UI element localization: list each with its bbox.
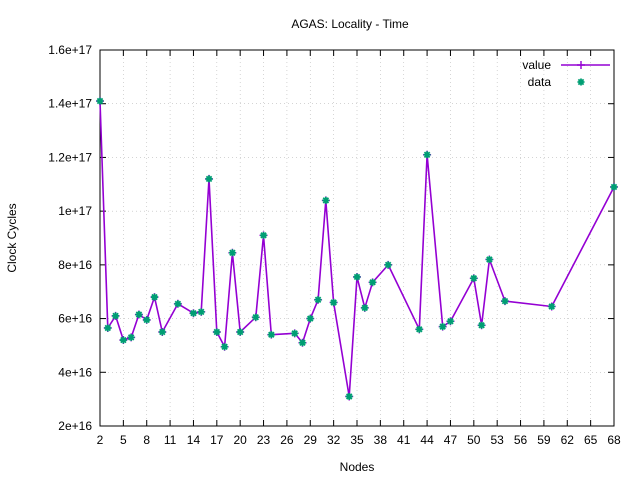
y-tick-label: 4e+16 bbox=[58, 365, 92, 379]
x-tick-label: 50 bbox=[467, 433, 481, 447]
x-tick-label: 23 bbox=[257, 433, 271, 447]
data-point bbox=[548, 302, 556, 310]
x-tick-label: 59 bbox=[537, 433, 551, 447]
data-point bbox=[314, 296, 322, 304]
x-tick-label: 35 bbox=[350, 433, 364, 447]
chart-title: AGAS: Locality - Time bbox=[291, 17, 409, 31]
data-point bbox=[112, 312, 120, 320]
y-tick-label: 2e+16 bbox=[58, 419, 92, 433]
x-tick-label: 29 bbox=[304, 433, 318, 447]
x-tick-label: 56 bbox=[514, 433, 528, 447]
x-axis-label: Nodes bbox=[340, 460, 375, 474]
grid bbox=[100, 50, 614, 426]
data-point bbox=[119, 336, 127, 344]
legend-label-value: value bbox=[522, 58, 551, 72]
data-point bbox=[135, 311, 143, 319]
x-tick-label: 2 bbox=[97, 433, 104, 447]
legend: value data bbox=[522, 58, 610, 89]
x-axis: 2 5 8 11 14 17 20 23 26 29 32 35 38 41 44 47 50 53 56 59 62 6… bbox=[97, 50, 621, 447]
y-tick-label: 1.4e+17 bbox=[48, 97, 92, 111]
data-point bbox=[610, 183, 618, 191]
data-point bbox=[446, 317, 454, 325]
data-point bbox=[384, 261, 392, 269]
data-point bbox=[470, 274, 478, 282]
data-point bbox=[205, 175, 213, 183]
data-point bbox=[174, 300, 182, 308]
x-tick-label: 38 bbox=[374, 433, 388, 447]
data-point bbox=[298, 339, 306, 347]
data-point bbox=[252, 313, 260, 321]
data-point bbox=[353, 273, 361, 281]
legend-label-data: data bbox=[528, 75, 552, 89]
x-tick-label: 47 bbox=[444, 433, 458, 447]
x-tick-label: 17 bbox=[210, 433, 224, 447]
x-tick-label: 44 bbox=[420, 433, 434, 447]
data-point bbox=[267, 331, 275, 339]
data-point bbox=[158, 328, 166, 336]
y-tick-label: 1.2e+17 bbox=[48, 150, 92, 164]
x-tick-label: 20 bbox=[234, 433, 248, 447]
data-point bbox=[345, 392, 353, 400]
legend-marker-data bbox=[577, 78, 585, 86]
y-axis: 2e+16 4e+16 6e+16 8e+16 1e+17 1.2e+17 1.4e+17 1… bbox=[48, 43, 614, 433]
x-tick-label: 41 bbox=[397, 433, 411, 447]
data-point bbox=[306, 315, 314, 323]
data-point bbox=[143, 316, 151, 324]
x-tick-label: 11 bbox=[164, 433, 177, 447]
data-point bbox=[501, 297, 509, 305]
y-tick-label: 1e+17 bbox=[58, 204, 92, 218]
y-tick-label: 8e+16 bbox=[58, 258, 92, 272]
x-tick-label: 68 bbox=[607, 433, 621, 447]
data-point bbox=[485, 255, 493, 263]
series-layer bbox=[96, 97, 618, 401]
data-point bbox=[127, 333, 135, 341]
data-point bbox=[221, 343, 229, 351]
data-point bbox=[439, 323, 447, 331]
data-point bbox=[369, 278, 377, 286]
x-tick-label: 65 bbox=[584, 433, 598, 447]
x-tick-label: 14 bbox=[187, 433, 201, 447]
x-tick-label: 8 bbox=[143, 433, 150, 447]
data-point bbox=[189, 309, 197, 317]
data-point bbox=[322, 196, 330, 204]
y-tick-label: 6e+16 bbox=[58, 312, 92, 326]
data-point bbox=[423, 151, 431, 159]
data-point bbox=[213, 328, 221, 336]
data-point bbox=[228, 249, 236, 257]
x-tick-label: 26 bbox=[280, 433, 294, 447]
series-line-value bbox=[99, 100, 615, 398]
data-point bbox=[236, 328, 244, 336]
data-point bbox=[197, 308, 205, 316]
legend-marker-value bbox=[577, 61, 585, 69]
y-axis-label: Clock Cycles bbox=[5, 203, 19, 272]
y-tick-label: 1.6e+17 bbox=[48, 43, 92, 57]
x-tick-label: 62 bbox=[561, 433, 575, 447]
data-point bbox=[330, 298, 338, 306]
x-tick-label: 32 bbox=[327, 433, 341, 447]
data-point bbox=[96, 97, 104, 105]
data-point bbox=[478, 321, 486, 329]
data-point bbox=[260, 231, 268, 239]
data-point bbox=[291, 329, 299, 337]
data-point bbox=[104, 324, 112, 332]
x-tick-label: 53 bbox=[491, 433, 505, 447]
x-tick-label: 5 bbox=[120, 433, 127, 447]
data-point bbox=[151, 293, 159, 301]
data-point bbox=[415, 325, 423, 333]
data-point bbox=[361, 304, 369, 312]
